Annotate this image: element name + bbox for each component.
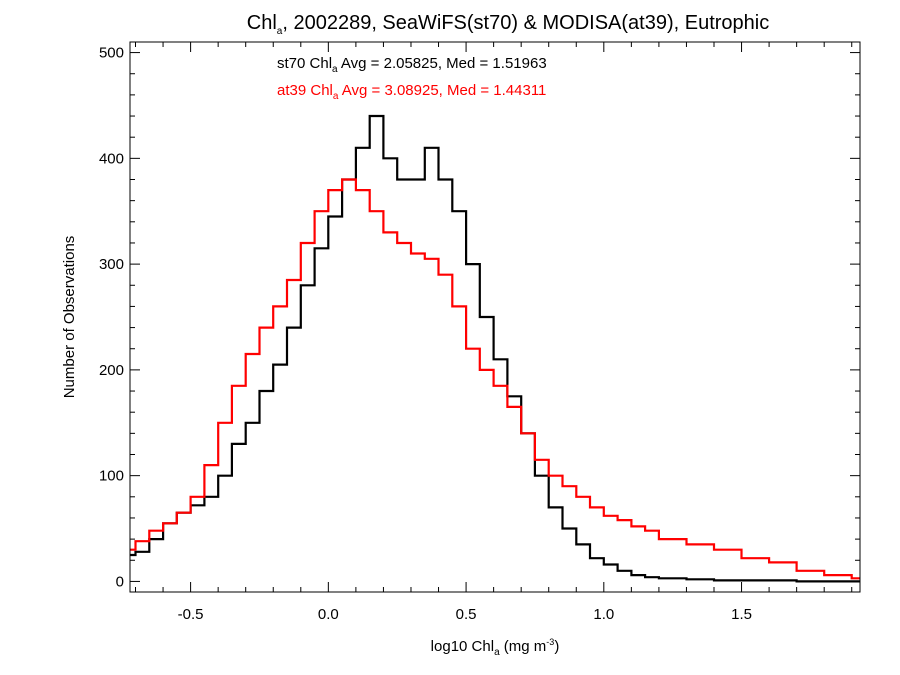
- y-axis: 0 100 200 300 400 500: [99, 45, 860, 590]
- y-tick-label: 0: [116, 573, 124, 590]
- y-axis-title: Number of Observations: [61, 236, 78, 399]
- y-tick-label: 200: [99, 362, 124, 379]
- y-tick-label: 500: [99, 45, 124, 62]
- y-tick-label: 400: [99, 150, 124, 167]
- x-tick-label: 1.5: [731, 606, 752, 623]
- x-tick-label: 0.5: [456, 606, 477, 623]
- y-tick-label: 100: [99, 468, 124, 485]
- chart-title: Chla, 2002289, SeaWiFS(st70) & MODISA(at…: [247, 12, 769, 37]
- annotation-st70: st70 Chla Avg = 2.05825, Med = 1.51963: [277, 55, 547, 75]
- series-line-2: [130, 178, 860, 580]
- x-axis-title: log10 Chla (mg m-3): [431, 637, 560, 658]
- series-layer: [130, 114, 860, 583]
- annotation-at39: at39 Chla Avg = 3.08925, Med = 1.44311: [277, 82, 546, 102]
- plot-frame: [129, 41, 861, 593]
- x-tick-label: 1.0: [593, 606, 614, 623]
- y-tick-label: 300: [99, 256, 124, 273]
- series-line-1: [130, 114, 860, 583]
- x-tick-label: 0.0: [318, 606, 339, 623]
- x-tick-label: -0.5: [178, 606, 204, 623]
- x-axis: -0.5 0.0 0.5 1.0 1.5: [135, 42, 853, 623]
